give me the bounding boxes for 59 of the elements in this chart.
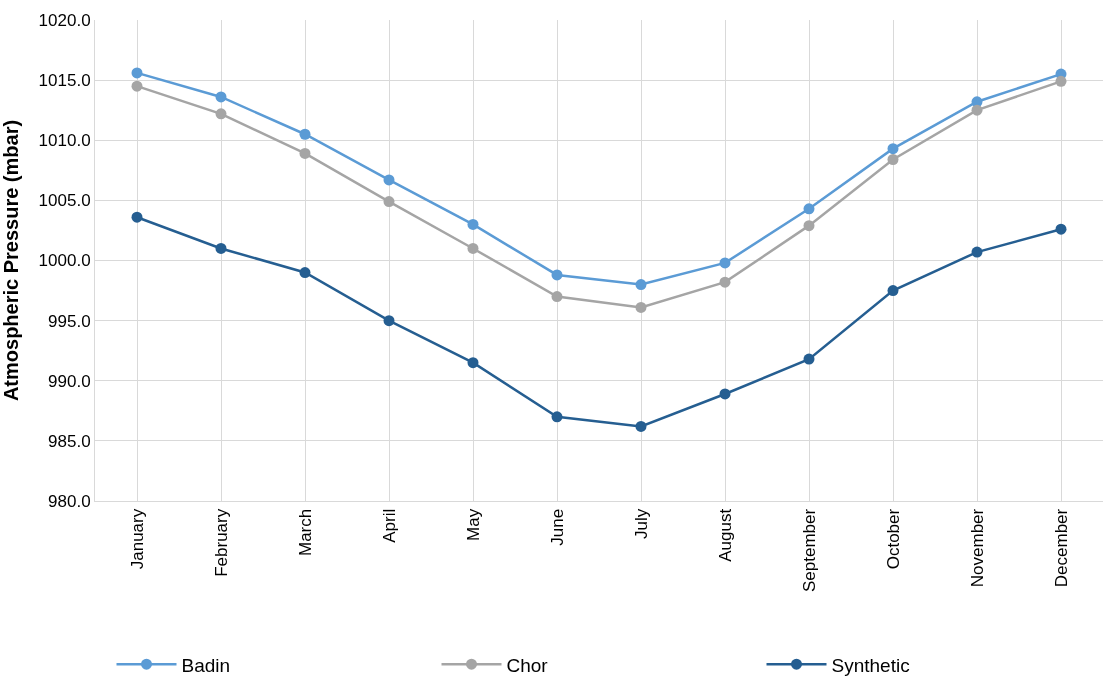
point (635, 301, 647, 313)
x-tick-label: January (127, 508, 147, 570)
point (299, 128, 311, 140)
point (803, 203, 815, 215)
y-tick-label: 1010.0 (38, 131, 91, 151)
legend-label: Chor (506, 654, 549, 676)
point (299, 147, 311, 159)
point (383, 196, 395, 208)
point (971, 246, 983, 258)
point (887, 153, 899, 165)
point (131, 67, 143, 79)
y-axis-title: Atmospheric Pressure (mbar) (0, 119, 22, 402)
y-tick-label: 1020.0 (38, 10, 91, 30)
x-tick-label: June (547, 508, 567, 546)
point (1055, 223, 1067, 235)
y-tick-label: 990.0 (48, 371, 91, 391)
x-tick-label: August (715, 508, 735, 562)
y-tick-label: 1000.0 (38, 251, 91, 271)
point (215, 91, 227, 103)
point (719, 276, 731, 288)
x-tick-label: October (883, 508, 903, 570)
point (803, 220, 815, 232)
y-tick-label: 995.0 (48, 311, 91, 331)
point (719, 257, 731, 269)
point (131, 211, 143, 223)
point (383, 174, 395, 186)
point (635, 279, 647, 291)
point (887, 143, 899, 155)
point (635, 420, 647, 432)
point (467, 242, 479, 254)
x-tick-label: December (1051, 508, 1071, 588)
point (971, 104, 983, 116)
point (467, 357, 479, 369)
y-tick-label: 985.0 (48, 431, 91, 451)
x-tick-label: April (379, 508, 399, 543)
legend-label: Badin (181, 654, 231, 676)
point (887, 285, 899, 297)
point (131, 80, 143, 92)
point (1055, 75, 1067, 87)
point (551, 269, 563, 281)
point (467, 218, 479, 230)
point (299, 267, 311, 279)
x-tick-label: November (967, 508, 987, 588)
y-tick-label: 1005.0 (38, 191, 91, 211)
legend-label: Synthetic (831, 654, 910, 676)
point (551, 291, 563, 303)
point (383, 315, 395, 327)
x-tick-label: July (631, 508, 651, 540)
point (215, 242, 227, 254)
point (803, 353, 815, 365)
x-tick-label: September (799, 508, 819, 592)
x-tick-label: March (295, 508, 315, 557)
y-tick-label: 980.0 (48, 491, 91, 511)
point (719, 388, 731, 400)
point (551, 411, 563, 423)
x-tick-label: May (463, 508, 483, 541)
y-tick-label: 1015.0 (38, 71, 91, 91)
x-tick-label: February (211, 508, 231, 577)
point (215, 108, 227, 120)
